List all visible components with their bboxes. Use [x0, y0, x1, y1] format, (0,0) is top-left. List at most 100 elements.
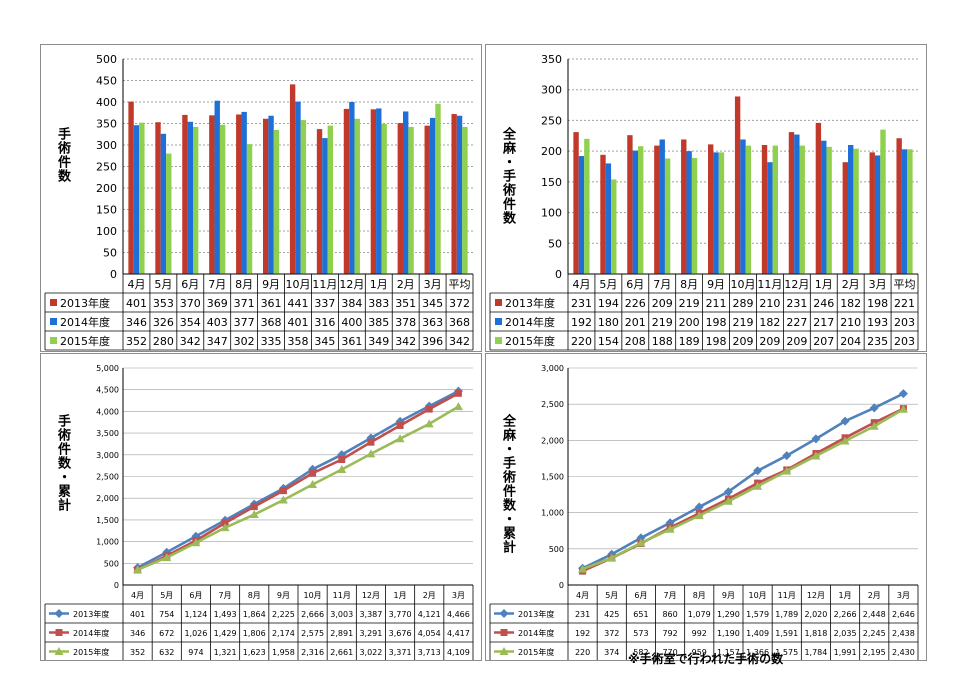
data-label: 1,190: [717, 629, 740, 638]
x-tick-label: 9月: [277, 591, 290, 600]
bar: [263, 118, 269, 275]
legend-label: 2015年度: [73, 647, 109, 657]
point: [250, 503, 258, 511]
data-label: 974: [188, 648, 203, 657]
bar: [578, 156, 585, 274]
data-label: 302: [234, 335, 255, 348]
data-label: 203: [894, 335, 915, 348]
chart-panel-monthly-general-anesthesia: 全麻・手術件数 0 50 100 150 200 250 300 350 4月 5月 6月 7月 8月 9…: [485, 44, 927, 352]
point: [636, 538, 646, 547]
point: [191, 538, 201, 547]
bar: [821, 140, 827, 274]
point: [753, 466, 763, 476]
data-label: 342: [180, 335, 201, 348]
bar: [155, 122, 161, 275]
bar: [408, 126, 414, 274]
data-label: 1,784: [804, 648, 827, 657]
data-label: 1,429: [214, 629, 237, 638]
point: [869, 421, 879, 430]
legend-swatch: [50, 318, 57, 325]
y-tick-label: 400: [96, 96, 117, 109]
point: [396, 421, 404, 429]
data-label: 400: [341, 316, 362, 329]
bar: [713, 152, 719, 274]
bar: [295, 101, 301, 274]
bar: [397, 123, 403, 274]
bar: [907, 149, 913, 274]
data-label: 2,174: [272, 629, 295, 638]
data-label: 3,387: [359, 610, 382, 619]
data-label: 2,891: [330, 629, 353, 638]
y-tick-label: 0: [555, 268, 562, 281]
data-label: 204: [840, 335, 861, 348]
x-tick-label: 11月: [312, 278, 337, 291]
bar: [869, 152, 875, 274]
data-label: 2,225: [272, 610, 295, 619]
data-label: 792: [662, 629, 677, 638]
bar: [573, 132, 579, 274]
x-tick-label: 7月: [664, 591, 677, 600]
x-tick-label: 7月: [208, 278, 226, 291]
data-label: 582: [633, 648, 648, 657]
x-tick-label: 8月: [235, 278, 253, 291]
series-line: [582, 408, 905, 571]
x-tick-label: 4月: [131, 591, 144, 600]
y-axis-label: 全麻・手術件数: [500, 127, 515, 225]
data-label: 860: [662, 610, 677, 619]
data-label: 227: [786, 316, 807, 329]
bar: [842, 162, 848, 274]
bar: [691, 157, 698, 274]
x-tick-label: 10月: [731, 278, 756, 291]
data-label: 209: [733, 335, 754, 348]
data-label: 992: [692, 629, 707, 638]
data-label: 349: [368, 335, 389, 348]
y-tick-label: 50: [548, 237, 562, 250]
y-tick-label: 300: [96, 139, 117, 152]
bar: [322, 138, 328, 274]
bar: [376, 108, 382, 274]
data-label: 1,575: [775, 648, 798, 657]
data-label: 226: [625, 297, 646, 310]
y-tick-label: 500: [549, 545, 564, 554]
point: [499, 609, 509, 618]
legend-swatch: [50, 337, 57, 344]
x-tick-label: 10月: [748, 591, 766, 600]
bar: [761, 145, 768, 274]
data-label: 346: [130, 629, 145, 638]
bar: [429, 117, 436, 274]
bar: [853, 148, 859, 274]
x-tick-label: 平均: [894, 278, 916, 291]
data-label: 358: [288, 335, 309, 348]
bar: [462, 126, 468, 274]
data-label: 326: [153, 316, 174, 329]
bar: [381, 123, 387, 275]
series-line: [137, 405, 460, 571]
point: [54, 647, 64, 655]
bar: [241, 111, 247, 274]
data-label: 385: [368, 316, 389, 329]
data-label: 200: [679, 316, 700, 329]
bar: [246, 144, 253, 274]
bar: [788, 132, 795, 274]
bar: [627, 135, 633, 274]
data-label: 1,321: [214, 648, 237, 657]
bar: [874, 155, 881, 274]
y-tick-label: 0: [559, 581, 564, 590]
bar: [128, 101, 134, 274]
data-label: 1,157: [717, 648, 740, 657]
bar: [584, 138, 590, 274]
legend-label: 2014年度: [73, 628, 109, 638]
data-label: 193: [867, 316, 888, 329]
data-label: 632: [159, 648, 174, 657]
y-tick-label: 5,000: [96, 364, 119, 373]
legend-label: 2013年度: [505, 296, 555, 310]
legend-swatch: [495, 299, 502, 306]
point: [133, 565, 143, 574]
point: [840, 436, 850, 445]
bar: [166, 153, 172, 274]
x-tick-label: 4月: [127, 278, 145, 291]
data-label: 370: [180, 297, 201, 310]
data-label: 217: [813, 316, 834, 329]
point: [338, 456, 346, 464]
